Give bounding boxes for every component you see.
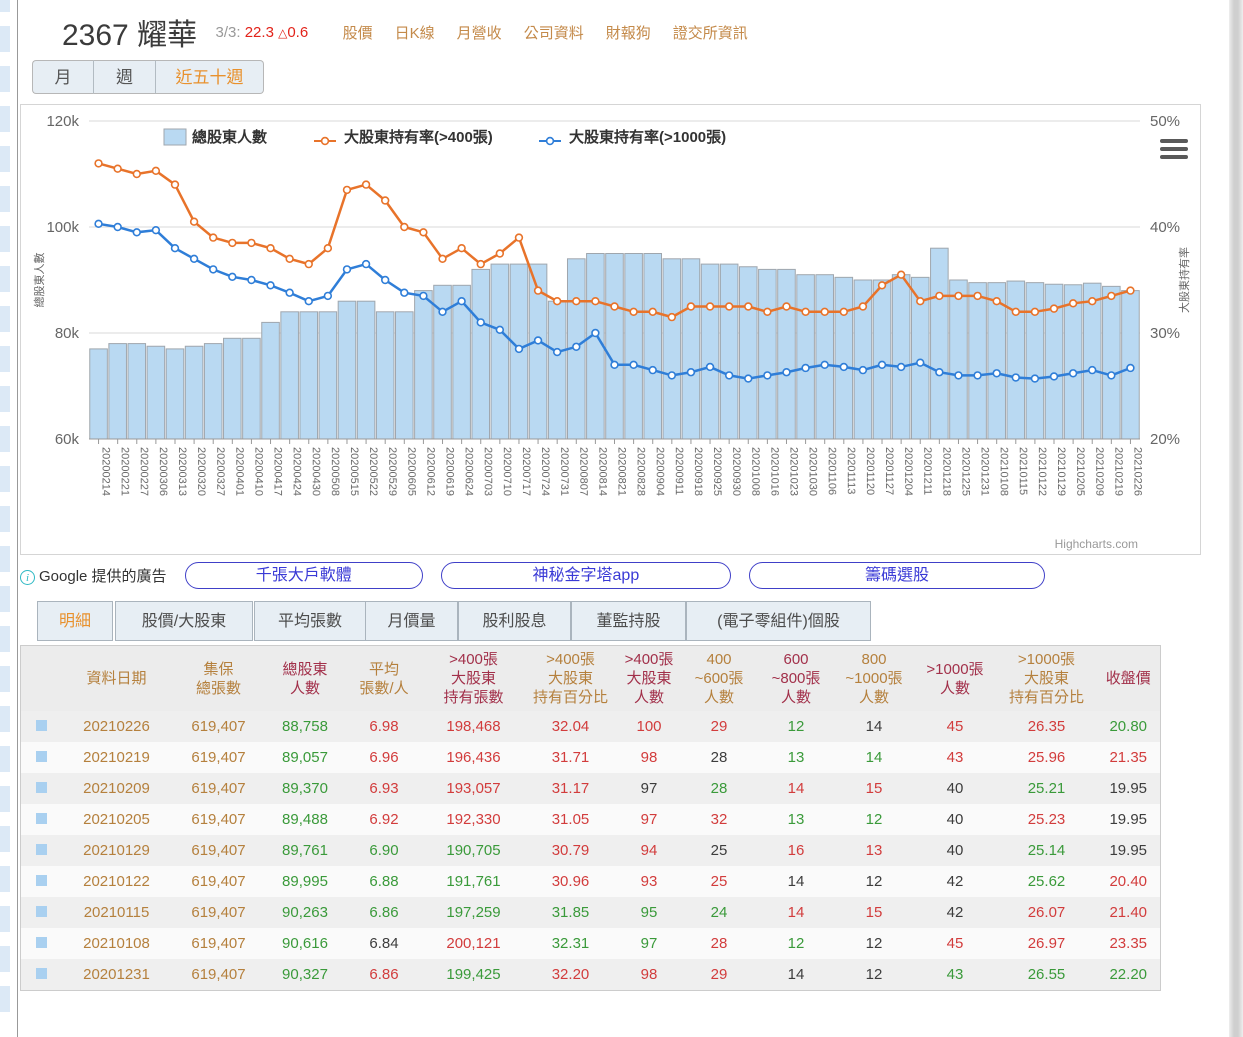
svg-text:20200529: 20200529 xyxy=(386,447,398,496)
svg-text:20200930: 20200930 xyxy=(730,447,742,496)
svg-text:20210115: 20210115 xyxy=(1017,447,1029,495)
svg-text:20210219: 20210219 xyxy=(1112,447,1124,496)
svg-text:20200327: 20200327 xyxy=(214,447,226,496)
svg-text:20201008: 20201008 xyxy=(749,447,761,496)
svg-text:總股東人數: 總股東人數 xyxy=(32,253,46,308)
svg-text:20200227: 20200227 xyxy=(138,447,150,496)
svg-text:100k: 100k xyxy=(46,219,79,236)
svg-text:20200619: 20200619 xyxy=(444,447,456,496)
svg-text:20210226: 20210226 xyxy=(1131,447,1143,496)
svg-text:20200904: 20200904 xyxy=(654,447,666,496)
svg-text:20200508: 20200508 xyxy=(329,447,341,496)
svg-text:20201106: 20201106 xyxy=(826,447,838,495)
svg-text:20201225: 20201225 xyxy=(959,447,971,496)
svg-text:20200214: 20200214 xyxy=(100,447,112,496)
svg-text:20200401: 20200401 xyxy=(233,447,245,496)
svg-text:20200605: 20200605 xyxy=(405,447,417,496)
svg-text:20200911: 20200911 xyxy=(673,447,685,495)
svg-text:20%: 20% xyxy=(1150,431,1180,448)
svg-text:20201023: 20201023 xyxy=(787,447,799,496)
svg-text:20201113: 20201113 xyxy=(845,447,857,494)
svg-text:20200221: 20200221 xyxy=(119,447,131,496)
svg-text:20200731: 20200731 xyxy=(558,447,570,496)
svg-text:20200710: 20200710 xyxy=(501,447,513,496)
svg-text:20200807: 20200807 xyxy=(577,447,589,496)
svg-text:60k: 60k xyxy=(55,431,80,448)
svg-text:20200821: 20200821 xyxy=(616,447,628,496)
svg-text:20200624: 20200624 xyxy=(463,447,475,496)
svg-text:20200306: 20200306 xyxy=(157,447,169,496)
svg-text:40%: 40% xyxy=(1150,219,1180,236)
svg-text:20210122: 20210122 xyxy=(1036,447,1048,496)
svg-text:20200612: 20200612 xyxy=(424,447,436,496)
svg-text:20200925: 20200925 xyxy=(711,447,723,496)
svg-text:80k: 80k xyxy=(55,325,80,342)
svg-text:20201127: 20201127 xyxy=(883,447,895,495)
svg-text:20201231: 20201231 xyxy=(979,447,991,496)
svg-text:20210108: 20210108 xyxy=(998,447,1010,496)
svg-text:20200522: 20200522 xyxy=(367,447,379,496)
svg-text:50%: 50% xyxy=(1150,113,1180,130)
svg-text:20200717: 20200717 xyxy=(520,447,532,496)
svg-text:20201211: 20201211 xyxy=(921,447,933,495)
svg-text:20200424: 20200424 xyxy=(291,447,303,496)
svg-text:20201030: 20201030 xyxy=(807,447,819,496)
svg-text:20200828: 20200828 xyxy=(635,447,647,496)
svg-text:大股東持有率: 大股東持有率 xyxy=(1177,247,1191,313)
svg-text:20200814: 20200814 xyxy=(596,447,608,496)
svg-text:20200918: 20200918 xyxy=(692,447,704,496)
svg-text:總股東人數: 總股東人數 xyxy=(192,128,268,146)
svg-text:20210209: 20210209 xyxy=(1093,447,1105,496)
svg-text:20201016: 20201016 xyxy=(768,447,780,496)
svg-text:Highcharts.com: Highcharts.com xyxy=(1055,537,1138,551)
svg-text:20200313: 20200313 xyxy=(176,447,188,496)
svg-text:20200417: 20200417 xyxy=(272,447,284,496)
svg-text:120k: 120k xyxy=(46,113,79,130)
svg-text:20200703: 20200703 xyxy=(482,447,494,496)
svg-text:20200515: 20200515 xyxy=(348,447,360,496)
svg-text:20200430: 20200430 xyxy=(310,447,322,496)
svg-text:20201218: 20201218 xyxy=(940,447,952,496)
svg-text:大股東持有率(>400張): 大股東持有率(>400張) xyxy=(344,128,493,146)
svg-text:20200320: 20200320 xyxy=(195,447,207,496)
svg-text:30%: 30% xyxy=(1150,325,1180,342)
svg-text:20210129: 20210129 xyxy=(1055,447,1067,496)
svg-text:20201120: 20201120 xyxy=(864,447,876,495)
svg-text:20201204: 20201204 xyxy=(902,447,914,496)
svg-text:大股東持有率(>1000張): 大股東持有率(>1000張) xyxy=(569,128,726,146)
svg-text:20200724: 20200724 xyxy=(539,447,551,496)
svg-text:20210205: 20210205 xyxy=(1074,447,1086,496)
svg-text:20200410: 20200410 xyxy=(252,447,264,496)
